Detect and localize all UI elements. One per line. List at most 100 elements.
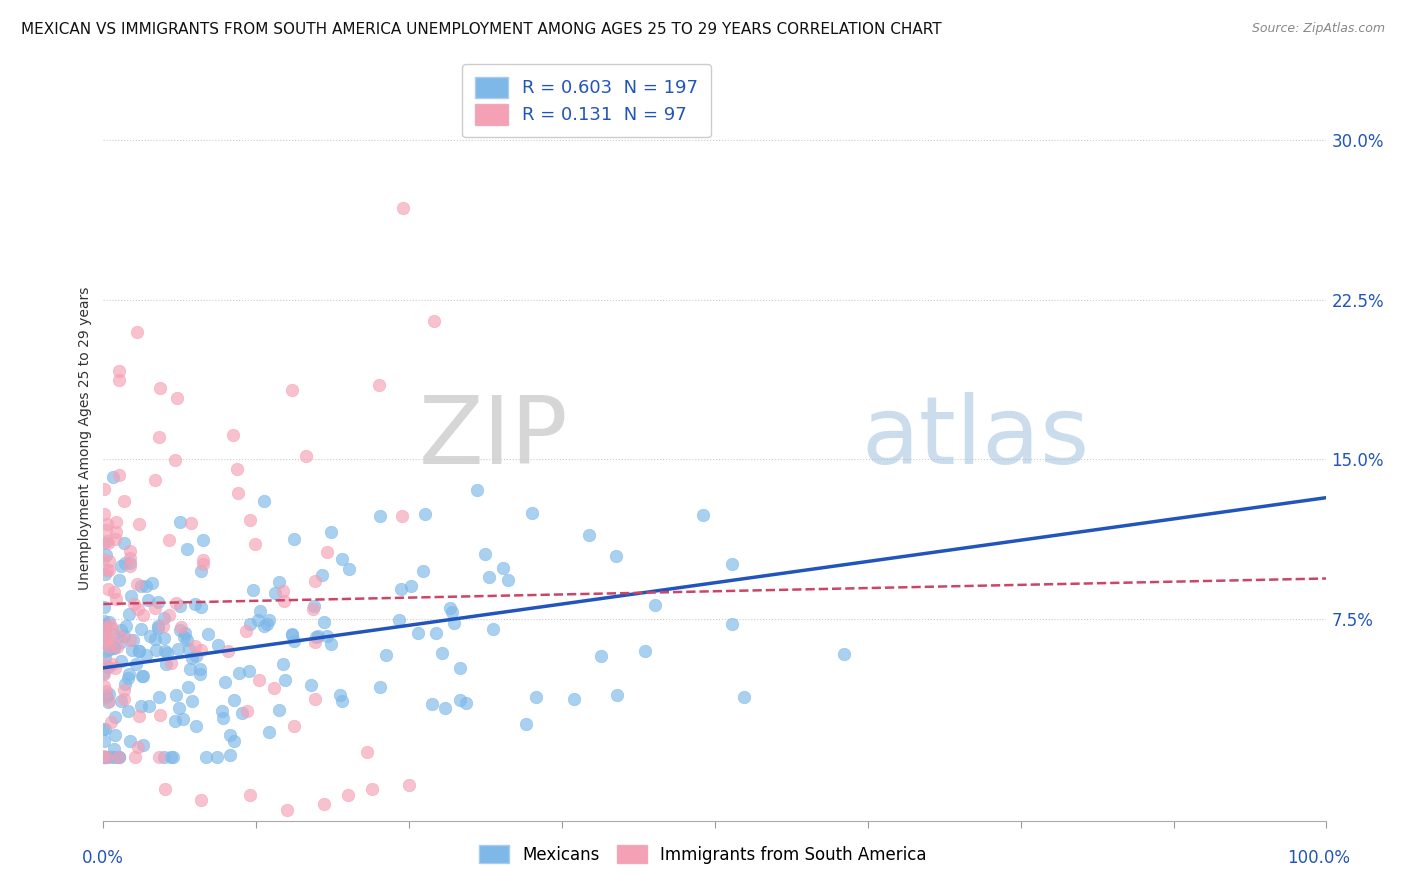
Point — [644, 599, 666, 613]
Point — [110, 694, 132, 708]
Point — [108, 750, 131, 764]
Point — [93, 657, 115, 672]
Point — [177, 680, 200, 694]
Point — [368, 680, 391, 694]
Point — [190, 642, 212, 657]
Point — [96, 533, 118, 548]
Point — [100, 714, 122, 729]
Point — [267, 703, 290, 717]
Point — [93, 750, 115, 764]
Point — [93, 666, 115, 681]
Point — [96, 563, 118, 577]
Point — [120, 556, 142, 570]
Point — [195, 750, 218, 764]
Point — [191, 553, 214, 567]
Point — [118, 733, 141, 747]
Point — [329, 688, 352, 702]
Point — [110, 634, 132, 648]
Point — [401, 579, 423, 593]
Point — [93, 722, 115, 736]
Point — [184, 597, 207, 611]
Point — [449, 693, 471, 707]
Point — [148, 430, 170, 444]
Point — [312, 615, 335, 629]
Point — [101, 657, 124, 671]
Point — [143, 473, 166, 487]
Point — [135, 579, 157, 593]
Point — [153, 643, 176, 657]
Point — [422, 314, 444, 328]
Point — [93, 680, 115, 694]
Point — [97, 693, 120, 707]
Point — [606, 688, 628, 702]
Point — [222, 427, 245, 442]
Point — [115, 619, 138, 633]
Point — [197, 627, 219, 641]
Point — [271, 657, 294, 671]
Point — [243, 537, 266, 551]
Point — [105, 525, 128, 540]
Text: 0.0%: 0.0% — [82, 849, 124, 867]
Point — [93, 614, 115, 628]
Point — [271, 584, 294, 599]
Point — [406, 625, 429, 640]
Point — [591, 649, 613, 664]
Point — [304, 635, 326, 649]
Point — [337, 789, 360, 803]
Point — [131, 669, 153, 683]
Point — [247, 673, 270, 687]
Point — [219, 728, 242, 742]
Point — [118, 666, 141, 681]
Point — [148, 707, 170, 722]
Point — [456, 696, 478, 710]
Point — [98, 641, 121, 656]
Point — [191, 558, 214, 572]
Point — [103, 627, 125, 641]
Point — [217, 644, 239, 658]
Point — [93, 750, 115, 764]
Point — [96, 632, 118, 647]
Point — [127, 740, 149, 755]
Point — [132, 607, 155, 622]
Point — [299, 678, 322, 692]
Point — [96, 644, 118, 658]
Point — [420, 697, 443, 711]
Point — [129, 579, 152, 593]
Point — [165, 688, 187, 702]
Point — [162, 750, 184, 764]
Point — [122, 597, 145, 611]
Point — [100, 621, 122, 635]
Point — [367, 377, 389, 392]
Point — [94, 618, 117, 632]
Point — [98, 688, 121, 702]
Point — [112, 494, 135, 508]
Point — [228, 666, 250, 681]
Point — [112, 692, 135, 706]
Point — [104, 710, 127, 724]
Point — [413, 507, 436, 521]
Point — [93, 507, 115, 521]
Point — [218, 748, 240, 763]
Point — [136, 592, 159, 607]
Point — [634, 644, 657, 658]
Point — [188, 667, 211, 681]
Point — [105, 592, 128, 607]
Point — [430, 646, 453, 660]
Point — [129, 622, 152, 636]
Point — [98, 640, 121, 655]
Point — [94, 684, 117, 698]
Point — [491, 561, 513, 575]
Point — [117, 671, 139, 685]
Point — [97, 659, 120, 673]
Point — [205, 750, 228, 764]
Point — [138, 699, 160, 714]
Point — [247, 613, 270, 627]
Point — [172, 712, 194, 726]
Point — [112, 683, 135, 698]
Y-axis label: Unemployment Among Ages 25 to 29 years: Unemployment Among Ages 25 to 29 years — [79, 286, 93, 590]
Point — [173, 631, 195, 645]
Point — [125, 325, 148, 339]
Point — [180, 516, 202, 531]
Point — [118, 632, 141, 647]
Point — [149, 381, 172, 395]
